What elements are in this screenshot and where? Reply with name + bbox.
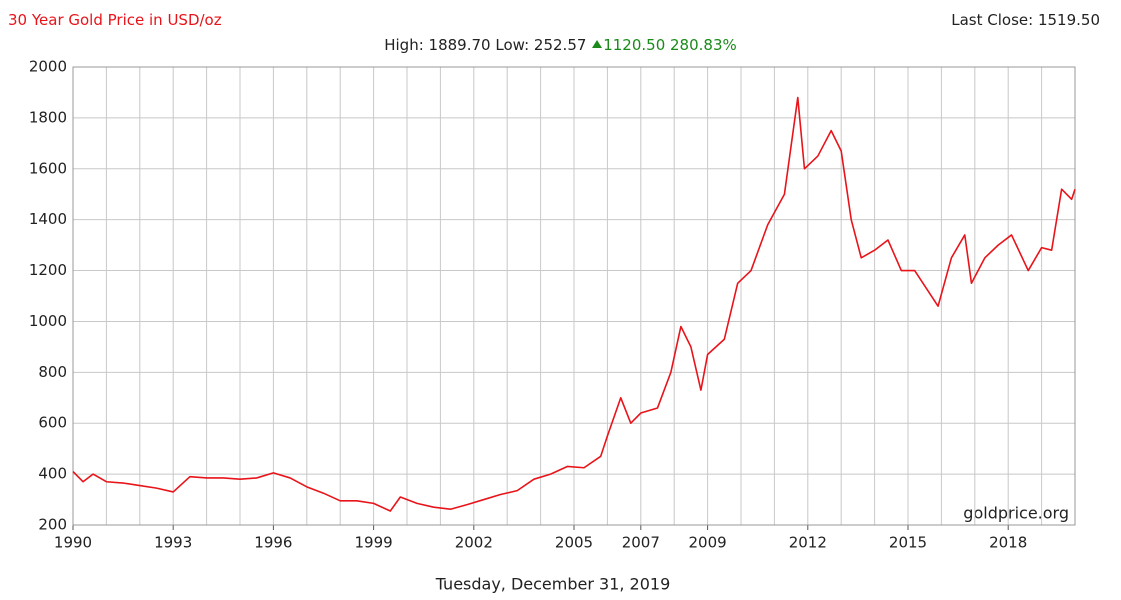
high-value: 1889.70 — [428, 36, 491, 54]
stats: High: 1889.70 Low: 252.57 1120.50 280.83… — [0, 36, 1121, 54]
plot-frame — [72, 66, 1076, 526]
last-close: Last Close: 1519.50 — [951, 11, 1100, 29]
y-tick-label: 200 — [38, 516, 67, 534]
change: 1120.50 — [603, 36, 666, 54]
y-tick-label: 1600 — [29, 159, 67, 177]
up-arrow — [592, 40, 603, 48]
x-tick-label: 2015 — [889, 534, 927, 552]
x-tick-label: 2009 — [689, 534, 727, 552]
source: goldprice.org — [963, 504, 1069, 523]
chart-title: 30 Year Gold Price in USD/oz — [8, 11, 222, 29]
y-tick-label: 2000 — [29, 58, 67, 76]
last-close-value: 1519.50 — [1037, 11, 1100, 29]
last-close-label: Last Close: — [951, 11, 1034, 29]
price-line — [72, 96, 1076, 512]
x-tick-label: 2005 — [555, 534, 593, 552]
low-label: Low: — [495, 36, 530, 54]
x-tick-label: 1999 — [355, 534, 393, 552]
date: Tuesday, December 31, 2019 — [435, 575, 671, 594]
y-tick-label: 1000 — [29, 312, 67, 330]
y-tick-label: 1400 — [29, 210, 67, 228]
low-value: 252.57 — [533, 36, 587, 54]
y-tick-label: 800 — [38, 363, 67, 381]
y-tick-label: 400 — [38, 465, 67, 483]
change-pct: 280.83% — [670, 36, 737, 54]
x-tick-label: 1990 — [54, 534, 92, 552]
x-tick-label: 2012 — [789, 534, 827, 552]
y-tick-label: 1200 — [29, 261, 67, 279]
high-label: High: — [384, 36, 424, 54]
x-tick-label: 2002 — [455, 534, 493, 552]
x-tick-label: 1993 — [154, 534, 192, 552]
x-tick-label: 1996 — [254, 534, 292, 552]
y-tick-label: 1800 — [29, 108, 67, 126]
x-tick-label: 2007 — [622, 534, 660, 552]
x-tick-label: 2018 — [989, 534, 1027, 552]
y-tick-label: 600 — [38, 414, 67, 432]
